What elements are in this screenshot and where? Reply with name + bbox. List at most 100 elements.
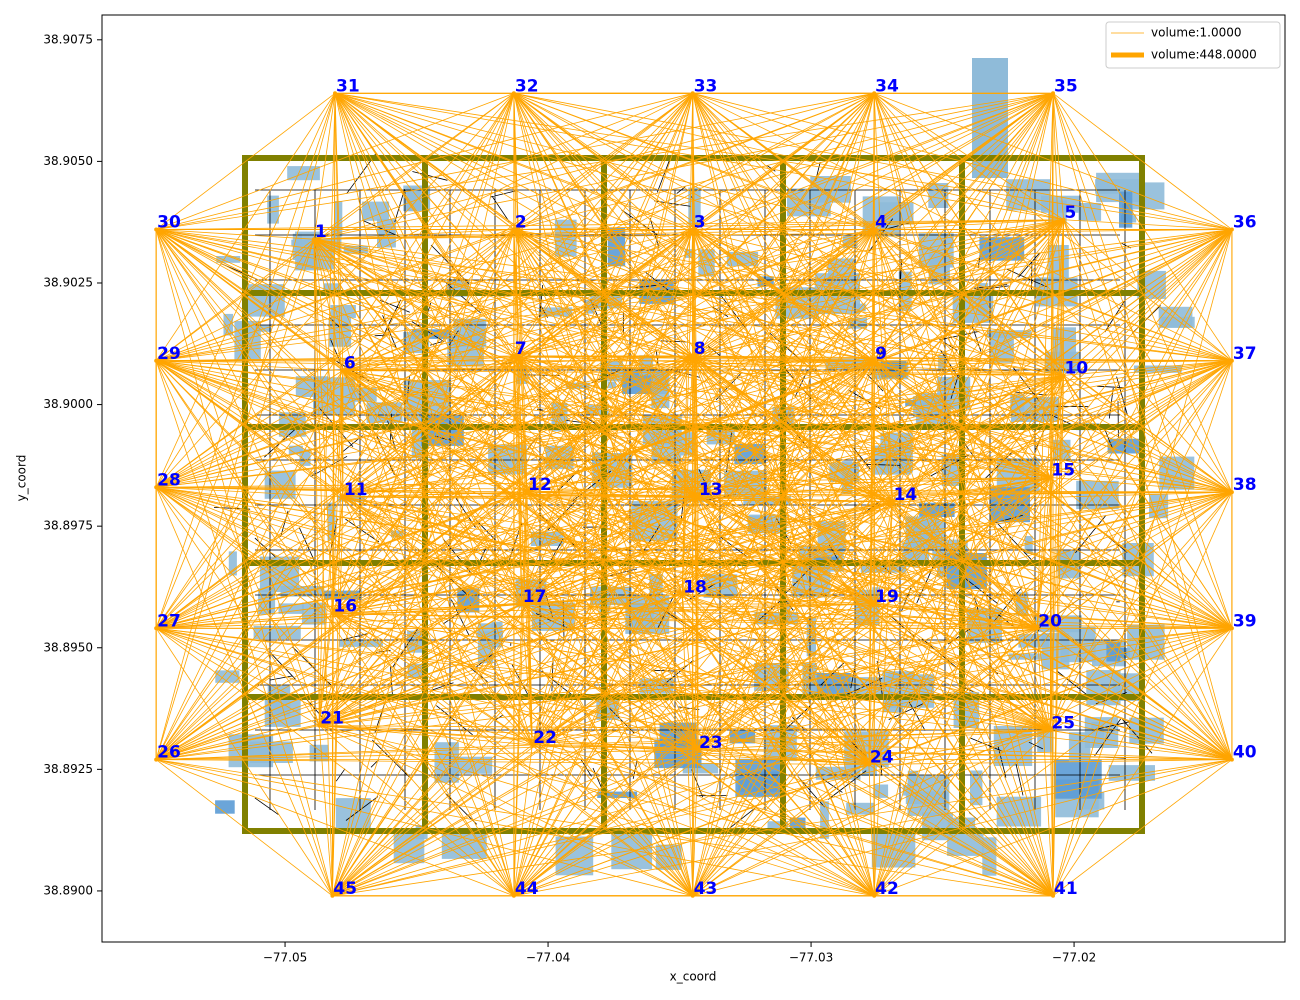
edge [318,93,694,726]
node [311,237,316,242]
edge [873,93,1054,605]
node [1229,757,1234,762]
edge [156,360,1233,760]
edge [313,92,693,240]
edge [692,92,1064,376]
edge [1052,491,1233,896]
edge [156,613,333,629]
edge [342,370,533,746]
edge [1050,360,1233,478]
node-label: 44 [515,879,539,899]
node-label: 36 [1233,212,1257,232]
node [340,368,345,373]
edge [332,730,1051,897]
edge [513,93,699,750]
edge [1049,219,1064,478]
edge [334,92,1233,760]
edge [1049,730,1054,896]
edge [697,219,1064,751]
edge [319,725,1054,897]
node-label: 9 [875,344,887,364]
building [278,603,304,614]
node [1229,490,1234,495]
node [317,723,322,728]
node [333,91,338,96]
edge [155,486,875,897]
x-tick-label: −77.05 [263,951,307,965]
edge [868,93,1054,765]
edge [521,93,694,605]
edge [868,93,875,765]
edge [868,730,1051,765]
node-label: 27 [157,611,181,631]
node [1051,893,1056,898]
node [872,893,877,898]
edge [1050,477,1232,493]
edge [874,219,1064,230]
edge [692,92,1232,230]
y-tick-label: 38.9000 [43,397,93,411]
building [215,800,235,814]
building [215,670,240,683]
edge [1063,360,1232,376]
building [806,617,816,657]
y-tick-label: 38.8900 [43,883,93,897]
edge [1052,93,1233,760]
edge [873,92,1064,221]
node [154,626,159,631]
edge [513,491,1233,897]
edge [155,355,515,629]
edge [334,93,344,371]
building [267,195,279,224]
edge [155,613,333,760]
node [690,227,695,232]
building [789,817,806,829]
edge [342,370,1232,493]
node-label: 45 [333,879,357,899]
node-label: 25 [1051,713,1075,733]
edge [892,93,1054,502]
edge [697,496,870,765]
edge [526,491,1233,760]
node-label: 41 [1054,879,1078,899]
building [882,671,915,681]
node [511,893,516,898]
edge [681,593,1054,897]
edge [1063,375,1233,493]
edge [332,93,1054,897]
legend-box [1105,21,1281,69]
edge [156,229,1232,488]
node-label: 33 [694,76,718,96]
building [938,355,947,370]
node [1229,626,1234,631]
node-label: 15 [1051,461,1075,481]
edge [526,491,1232,629]
edge [156,759,515,897]
node-label: 14 [894,485,918,505]
edge [697,93,875,498]
edge [1063,219,1233,362]
node [695,747,700,752]
edge [156,360,528,493]
edge [521,603,1232,629]
edge [155,229,515,629]
node-label: 17 [523,587,547,607]
edge [1052,229,1233,896]
edge [1052,759,1233,897]
edge [155,486,533,746]
edge [892,491,1232,503]
edge [697,229,875,751]
edge [155,360,515,897]
edge [1063,219,1233,493]
edge [334,92,1232,230]
edge [156,360,893,503]
edge [313,92,875,240]
edge [332,627,1038,897]
edge [332,627,1232,897]
edge [155,229,533,746]
edge [155,93,336,362]
node [1229,227,1234,232]
edge [334,92,1064,221]
edge [155,360,699,751]
